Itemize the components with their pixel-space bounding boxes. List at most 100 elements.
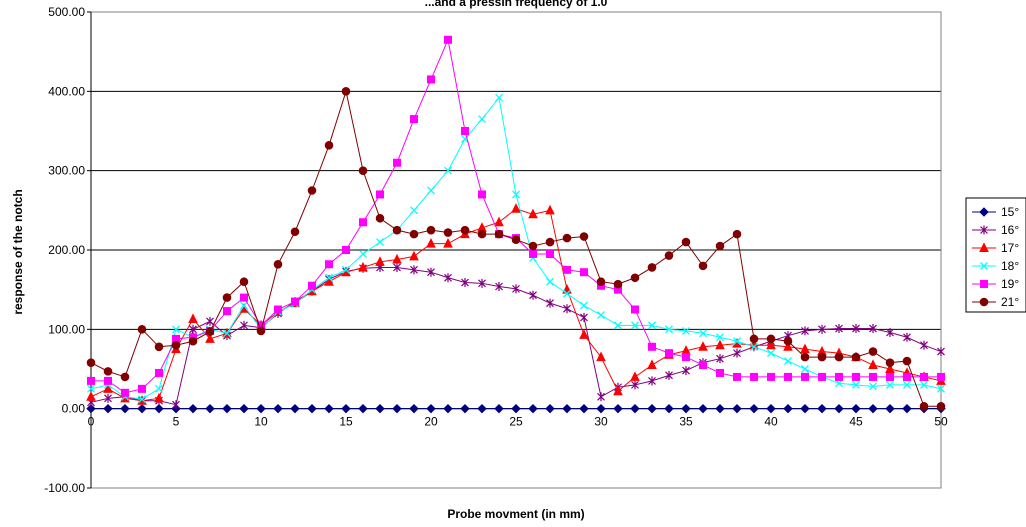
series-0	[86, 403, 946, 414]
data-point	[664, 403, 674, 414]
x-axis-ticks: 0 5 10 15 20 25 30 35 40 45 50	[88, 408, 948, 429]
data-point	[427, 186, 435, 195]
legend-box	[965, 197, 1026, 313]
data-point	[580, 301, 588, 310]
data-point	[699, 361, 707, 370]
data-point	[86, 358, 96, 367]
data-point	[750, 342, 758, 351]
series-5	[86, 87, 946, 411]
data-point	[410, 115, 418, 124]
data-point	[766, 334, 776, 344]
data-point	[631, 305, 639, 314]
data-point	[205, 327, 215, 337]
data-point	[478, 190, 486, 199]
y-tick-label: -100.00	[44, 481, 85, 495]
data-point	[783, 336, 793, 346]
data-point	[597, 392, 605, 402]
data-point	[682, 326, 690, 335]
data-point	[189, 324, 197, 334]
x-tick-label: 30	[594, 415, 608, 429]
data-point	[138, 395, 146, 404]
y-tick-label: 400.00	[48, 84, 85, 98]
data-point	[664, 251, 674, 260]
data-point	[494, 229, 504, 239]
series-1	[87, 262, 945, 410]
data-point	[240, 301, 248, 310]
data-point	[325, 260, 333, 269]
data-point	[358, 403, 368, 414]
data-point	[409, 250, 419, 261]
data-point	[375, 213, 385, 223]
data-point	[324, 403, 334, 414]
y-axis-label: response of the notch	[11, 189, 25, 314]
data-point	[766, 403, 776, 414]
data-point	[545, 403, 555, 414]
data-point	[546, 298, 554, 308]
data-point	[783, 403, 793, 414]
data-point	[682, 353, 690, 362]
data-point	[869, 324, 877, 334]
legend-label: 16°	[1001, 223, 1019, 237]
data-point	[528, 208, 538, 219]
legend-label: 18°	[1001, 259, 1019, 273]
data-point	[852, 380, 860, 389]
data-point	[563, 265, 571, 274]
data-point	[358, 166, 368, 175]
data-point	[359, 218, 367, 227]
data-point	[903, 372, 911, 381]
data-point	[342, 265, 350, 274]
data-point	[477, 229, 487, 239]
data-point	[835, 324, 843, 334]
data-point	[188, 403, 198, 414]
data-point	[631, 321, 639, 330]
data-point	[766, 339, 776, 350]
legend-items: 15° 16° 17° 18° 19° 21°	[972, 205, 1019, 309]
data-point	[529, 249, 537, 258]
data-point	[511, 235, 521, 244]
x-tick-label: 45	[849, 415, 863, 429]
legend-marker	[980, 225, 988, 235]
data-point	[920, 380, 928, 389]
series-line	[91, 38, 941, 394]
y-tick-label: 0.00	[62, 402, 86, 416]
data-point	[358, 261, 368, 272]
data-point	[818, 372, 826, 381]
data-point	[698, 341, 708, 351]
data-point	[580, 312, 588, 322]
data-point	[596, 403, 606, 414]
data-point	[613, 279, 623, 289]
data-point	[426, 403, 436, 414]
legend-marker	[979, 242, 989, 252]
data-point	[749, 334, 759, 344]
data-point	[698, 261, 708, 271]
data-point	[392, 403, 402, 414]
data-point	[851, 403, 861, 414]
data-point	[392, 253, 402, 264]
data-point	[613, 403, 623, 414]
data-point	[546, 249, 554, 258]
data-point	[597, 311, 605, 320]
data-point	[783, 341, 793, 351]
data-point	[545, 204, 555, 215]
data-point	[342, 246, 350, 254]
data-point	[817, 403, 827, 414]
legend-marker	[979, 207, 989, 217]
x-tick-label: 40	[764, 415, 778, 429]
data-point	[120, 403, 130, 414]
data-point	[477, 403, 487, 414]
x-tick-label: 25	[509, 415, 523, 429]
data-point	[528, 241, 538, 251]
data-point	[171, 340, 181, 350]
data-point	[444, 273, 452, 283]
data-point	[494, 216, 504, 227]
data-point	[324, 276, 334, 286]
data-point	[155, 384, 163, 393]
data-point	[902, 356, 912, 366]
data-point	[154, 392, 164, 403]
chart-title: ...and a pressin frequency of 1.0	[425, 0, 608, 9]
data-point	[512, 190, 520, 199]
series-3	[87, 93, 945, 404]
data-point	[87, 376, 95, 385]
data-point	[919, 401, 929, 411]
